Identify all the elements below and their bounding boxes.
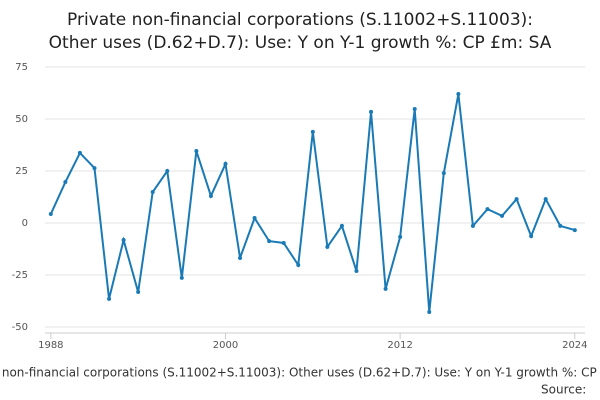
data-point	[179, 275, 184, 280]
data-point	[500, 213, 505, 218]
data-point	[238, 255, 243, 260]
data-point	[572, 228, 577, 233]
series-line	[49, 93, 576, 313]
data-point	[325, 244, 330, 249]
data-point	[48, 212, 53, 217]
data-point	[543, 197, 548, 202]
data-point	[296, 263, 301, 268]
data-point	[441, 171, 446, 176]
chart-title: Private non-financial corporations (S.11…	[67, 10, 533, 30]
y-tick-label: -50	[12, 322, 28, 333]
data-point	[339, 223, 344, 228]
y-tick-label: 0	[22, 218, 28, 229]
x-axis-title: Private non-financial corporations (S.11…	[0, 366, 600, 380]
data-point	[514, 197, 519, 202]
data-point	[310, 129, 315, 134]
data-point	[558, 223, 563, 228]
x-tick-label: 2012	[387, 340, 412, 351]
chart-title: Other uses (D.62+D.7): Use: Y on Y-1 gro…	[49, 33, 552, 53]
y-tick-label: 50	[15, 114, 28, 125]
data-point	[354, 269, 359, 274]
data-point	[398, 234, 403, 239]
data-point	[208, 193, 213, 198]
x-tick-label: 2000	[213, 340, 238, 351]
data-point	[223, 161, 228, 166]
data-point	[92, 166, 97, 171]
data-point	[281, 240, 286, 245]
y-tick-label: 25	[15, 166, 28, 177]
data-point	[77, 150, 82, 155]
source: Source:	[541, 383, 586, 397]
data-point	[412, 107, 417, 112]
data-point	[427, 310, 432, 315]
data-point	[194, 149, 199, 154]
data-point	[63, 180, 68, 185]
data-point	[107, 296, 112, 301]
data-point	[121, 238, 126, 243]
data-point	[383, 286, 388, 291]
data-point	[369, 109, 374, 114]
data-point	[136, 290, 141, 295]
data-point	[165, 169, 170, 173]
y-tick-label: -25	[12, 270, 28, 281]
data-point	[267, 239, 272, 244]
data-point	[252, 216, 257, 221]
data-point	[150, 190, 155, 195]
data-point	[470, 223, 475, 228]
data-point	[456, 92, 461, 97]
x-tick-label: 1988	[38, 340, 63, 351]
y-tick-label: 75	[15, 62, 28, 73]
x-tick-label: 2024	[562, 340, 587, 351]
data-point	[529, 234, 534, 239]
data-point	[485, 207, 490, 212]
